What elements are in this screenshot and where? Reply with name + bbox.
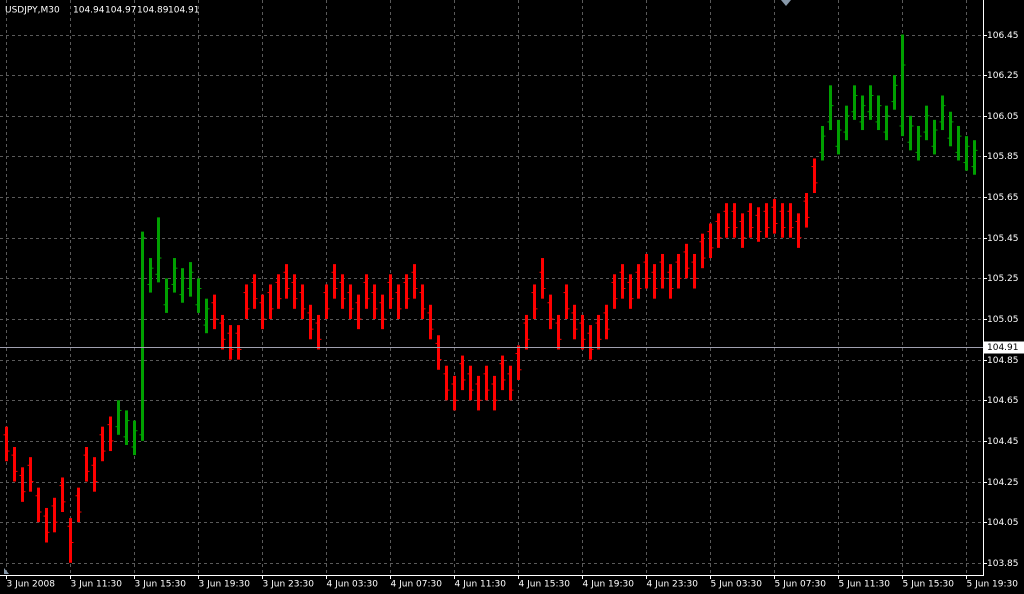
shift-marker	[781, 0, 791, 6]
y-tick-label: 106.05	[987, 112, 1019, 122]
x-tick-label: 4 Jun 15:30	[519, 580, 571, 590]
header: USDJPY,M30 104.94 104.97 104.89 104.91	[5, 6, 200, 16]
y-tick-label: 104.85	[987, 356, 1019, 366]
x-tick-label: 4 Jun 07:30	[391, 580, 443, 590]
x-tick-label: 5 Jun 07:30	[775, 580, 827, 590]
x-tick-label: 4 Jun 03:30	[327, 580, 379, 590]
x-tick-label: 5 Jun 19:30	[967, 580, 1019, 590]
y-tick-label: 105.45	[987, 234, 1019, 244]
last-low: 104.89	[137, 6, 169, 16]
last-open: 104.94	[73, 6, 105, 16]
x-tick-label: 5 Jun 11:30	[839, 580, 891, 590]
grid	[0, 0, 983, 575]
price-label-box	[984, 341, 1024, 354]
y-tick-label: 105.25	[987, 274, 1019, 284]
x-tick-label: 4 Jun 19:30	[583, 580, 635, 590]
last-close: 104.91	[168, 6, 200, 16]
last-high: 104.97	[105, 6, 137, 16]
y-tick-label: 105.85	[987, 152, 1019, 162]
x-tick-label: 3 Jun 15:30	[135, 580, 187, 590]
y-tick-label: 105.65	[987, 193, 1019, 203]
y-tick-label: 106.25	[987, 71, 1019, 81]
bars	[3, 34, 978, 563]
x-tick-label: 5 Jun 15:30	[903, 580, 955, 590]
scroll-marker	[4, 568, 9, 574]
y-tick-label: 106.45	[987, 31, 1019, 41]
x-tick-label: 3 Jun 2008	[7, 580, 56, 590]
y-tick-label: 104.25	[987, 478, 1019, 488]
y-tick-label: 104.05	[987, 518, 1019, 528]
x-tick-label: 3 Jun 19:30	[199, 580, 251, 590]
x-tick-label: 4 Jun 11:30	[455, 580, 507, 590]
y-tick-label: 104.45	[987, 437, 1019, 447]
symbol: USDJPY,M30	[5, 6, 60, 16]
y-tick-label: 104.65	[987, 396, 1019, 406]
x-tick-label: 3 Jun 23:30	[263, 580, 315, 590]
y-tick-label: 103.85	[987, 559, 1019, 569]
x-tick-label: 3 Jun 11:30	[71, 580, 123, 590]
x-tick-label: 4 Jun 23:30	[647, 580, 699, 590]
price-label: 104.91	[987, 343, 1019, 353]
y-tick-label: 105.05	[987, 315, 1019, 325]
x-tick-label: 5 Jun 03:30	[711, 580, 763, 590]
